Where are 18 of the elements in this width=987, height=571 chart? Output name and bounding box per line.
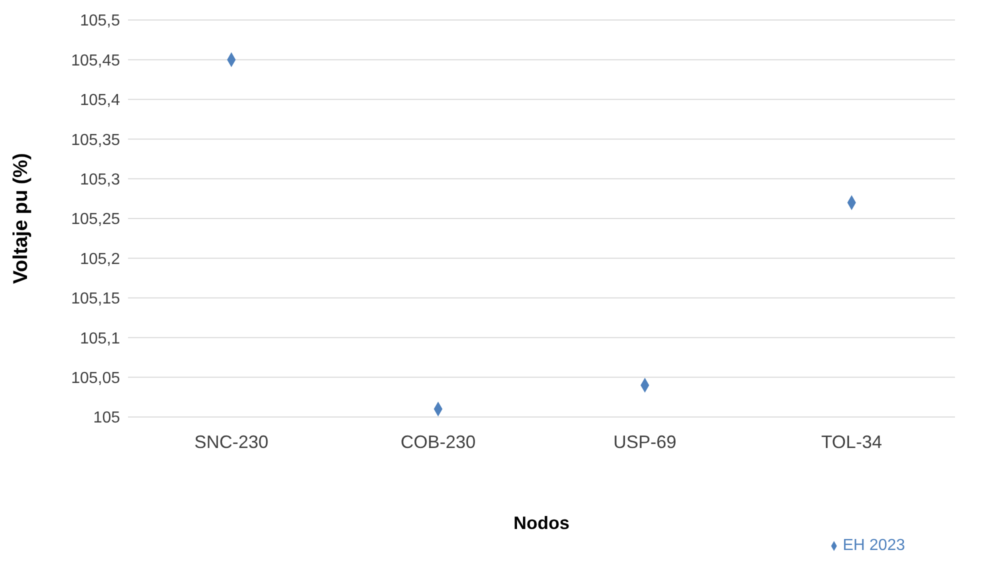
x-axis-title: Nodos [514, 513, 570, 533]
y-tick-label: 105,15 [71, 290, 120, 308]
y-tick-label: 105,3 [80, 171, 120, 188]
x-tick-label: COB-230 [400, 432, 476, 452]
y-tick-label: 105 [93, 410, 120, 427]
y-tick-label: 105,5 [80, 12, 120, 30]
y-tick-label: 105,35 [71, 132, 120, 149]
x-tick-label: TOL-34 [821, 432, 882, 452]
y-axis-title: Voltaje pu (%) [10, 153, 32, 284]
y-tick-label: 105,25 [71, 211, 120, 228]
y-tick-label: 105,45 [71, 52, 120, 70]
y-tick-label: 105,05 [71, 370, 120, 387]
y-tick-label: 105,2 [80, 250, 120, 268]
y-tick-label: 105,4 [80, 92, 120, 110]
x-tick-label: SNC-230 [194, 432, 268, 452]
x-tick-label: USP-69 [613, 432, 676, 452]
legend-label: EH 2023 [842, 537, 905, 554]
y-tick-label: 105,1 [80, 330, 120, 348]
